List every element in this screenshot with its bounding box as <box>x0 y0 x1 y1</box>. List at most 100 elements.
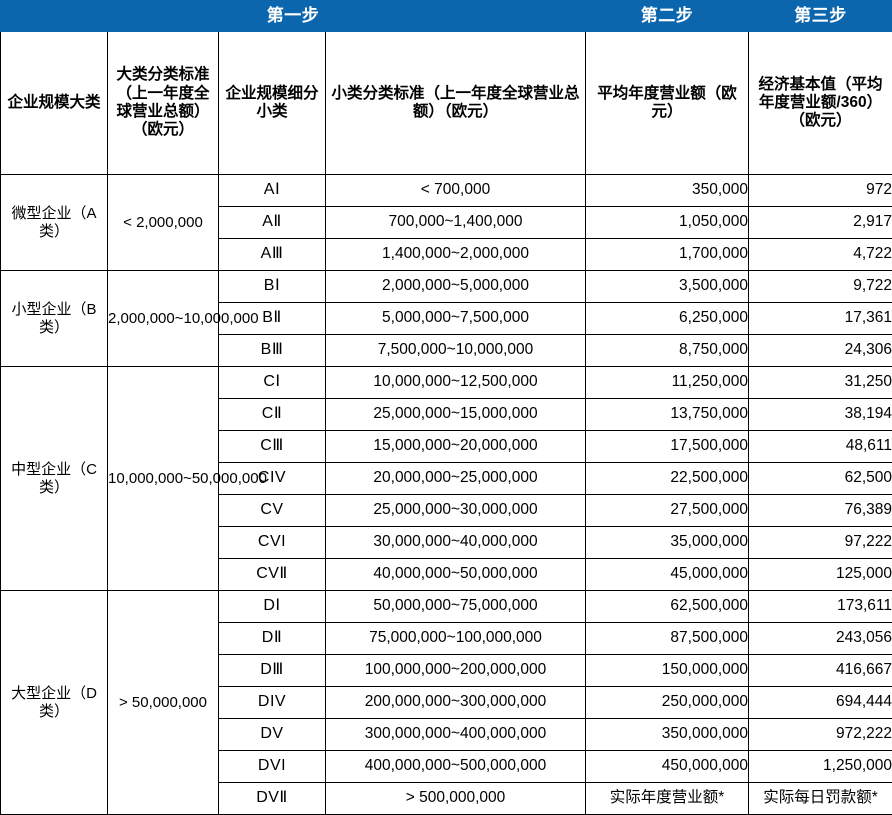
economic-base-value-cell: 972,222 <box>749 719 892 751</box>
column-header-group-range: 大类分类标准（上一年度全球营业总额）（欧元） <box>108 32 219 175</box>
step-label-one: 第一步 <box>1 1 586 32</box>
subcategory-code-cell: CⅢ <box>219 431 326 463</box>
subcategory-range-cell: 30,000,000~40,000,000 <box>326 527 586 559</box>
average-turnover-cell: 87,500,000 <box>586 623 749 655</box>
subcategory-code-cell: DVI <box>219 751 326 783</box>
economic-base-value-cell: 694,444 <box>749 687 892 719</box>
group-range-cell: > 50,000,000 <box>108 591 219 815</box>
economic-base-value-cell: 实际每日罚款额* <box>749 783 892 815</box>
subcategory-code-cell: DⅡ <box>219 623 326 655</box>
average-turnover-cell: 13,750,000 <box>586 399 749 431</box>
average-turnover-cell: 1,050,000 <box>586 207 749 239</box>
economic-base-value-cell: 416,667 <box>749 655 892 687</box>
subcategory-range-cell: 2,000,000~5,000,000 <box>326 271 586 303</box>
subcategory-range-cell: 700,000~1,400,000 <box>326 207 586 239</box>
average-turnover-cell: 17,500,000 <box>586 431 749 463</box>
average-turnover-cell: 62,500,000 <box>586 591 749 623</box>
column-header-sub-code: 企业规模细分小类 <box>219 32 326 175</box>
subcategory-code-cell: CVⅡ <box>219 559 326 591</box>
economic-base-value-cell: 31,250 <box>749 367 892 399</box>
subcategory-range-cell: < 700,000 <box>326 175 586 207</box>
step-band-row: 第一步 第二步 第三步 <box>1 1 892 32</box>
economic-base-value-cell: 173,611 <box>749 591 892 623</box>
economic-base-value-cell: 4,722 <box>749 239 892 271</box>
column-header-base-value: 经济基本值（平均年度营业额/360）（欧元） <box>749 32 892 175</box>
subcategory-code-cell: CV <box>219 495 326 527</box>
subcategory-code-cell: DV <box>219 719 326 751</box>
economic-base-value-cell: 2,917 <box>749 207 892 239</box>
average-turnover-cell: 3,500,000 <box>586 271 749 303</box>
subcategory-code-cell: AⅠ <box>219 175 326 207</box>
subcategory-code-cell: DIV <box>219 687 326 719</box>
subcategory-code-cell: CⅡ <box>219 399 326 431</box>
economic-base-value-cell: 97,222 <box>749 527 892 559</box>
average-turnover-cell: 250,000,000 <box>586 687 749 719</box>
column-header-avg-turnover: 平均年度营业额（欧元） <box>586 32 749 175</box>
average-turnover-cell: 45,000,000 <box>586 559 749 591</box>
subcategory-code-cell: BⅢ <box>219 335 326 367</box>
economic-base-value-cell: 62,500 <box>749 463 892 495</box>
column-header-group-name: 企业规模大类 <box>1 32 108 175</box>
economic-base-value-cell: 24,306 <box>749 335 892 367</box>
average-turnover-cell: 1,700,000 <box>586 239 749 271</box>
group-name-cell: 小型企业（B类） <box>1 271 108 367</box>
group-range-cell: < 2,000,000 <box>108 175 219 271</box>
economic-base-value-cell: 48,611 <box>749 431 892 463</box>
group-name-cell: 中型企业（C类） <box>1 367 108 591</box>
subcategory-range-cell: 25,000,000~15,000,000 <box>326 399 586 431</box>
average-turnover-cell: 350,000,000 <box>586 719 749 751</box>
group-range-cell: 2,000,000~10,000,000 <box>108 271 219 367</box>
economic-base-value-cell: 17,361 <box>749 303 892 335</box>
step-label-three: 第三步 <box>749 1 892 32</box>
subcategory-code-cell: AⅢ <box>219 239 326 271</box>
subcategory-code-cell: DⅠ <box>219 591 326 623</box>
average-turnover-cell: 27,500,000 <box>586 495 749 527</box>
subcategory-range-cell: 25,000,000~30,000,000 <box>326 495 586 527</box>
subcategory-range-cell: 400,000,000~500,000,000 <box>326 751 586 783</box>
table-header: 第一步 第二步 第三步 企业规模大类 大类分类标准（上一年度全球营业总额）（欧元… <box>1 1 892 175</box>
average-turnover-cell: 11,250,000 <box>586 367 749 399</box>
subcategory-range-cell: 40,000,000~50,000,000 <box>326 559 586 591</box>
average-turnover-cell: 350,000 <box>586 175 749 207</box>
subcategory-range-cell: 10,000,000~12,500,000 <box>326 367 586 399</box>
subcategory-range-cell: 100,000,000~200,000,000 <box>326 655 586 687</box>
subcategory-range-cell: 20,000,000~25,000,000 <box>326 463 586 495</box>
subcategory-code-cell: CVI <box>219 527 326 559</box>
average-turnover-cell: 150,000,000 <box>586 655 749 687</box>
average-turnover-cell: 35,000,000 <box>586 527 749 559</box>
column-header-row: 企业规模大类 大类分类标准（上一年度全球营业总额）（欧元） 企业规模细分小类 小… <box>1 32 892 175</box>
subcategory-range-cell: > 500,000,000 <box>326 783 586 815</box>
step-label-two: 第二步 <box>586 1 749 32</box>
economic-base-value-cell: 243,056 <box>749 623 892 655</box>
economic-base-value-cell: 9,722 <box>749 271 892 303</box>
economic-base-value-cell: 1,250,000 <box>749 751 892 783</box>
subcategory-code-cell: DVⅡ <box>219 783 326 815</box>
subcategory-range-cell: 75,000,000~100,000,000 <box>326 623 586 655</box>
subcategory-code-cell: AⅡ <box>219 207 326 239</box>
column-header-sub-range: 小类分类标准（上一年度全球营业总额）（欧元） <box>326 32 586 175</box>
economic-base-value-cell: 76,389 <box>749 495 892 527</box>
subcategory-range-cell: 5,000,000~7,500,000 <box>326 303 586 335</box>
subcategory-code-cell: DⅢ <box>219 655 326 687</box>
average-turnover-cell: 8,750,000 <box>586 335 749 367</box>
average-turnover-cell: 22,500,000 <box>586 463 749 495</box>
group-name-cell: 微型企业（A类） <box>1 175 108 271</box>
average-turnover-cell: 6,250,000 <box>586 303 749 335</box>
subcategory-range-cell: 300,000,000~400,000,000 <box>326 719 586 751</box>
economic-base-value-cell: 38,194 <box>749 399 892 431</box>
group-range-cell: 10,000,000~50,000,000 <box>108 367 219 591</box>
economic-base-value-cell: 125,000 <box>749 559 892 591</box>
subcategory-range-cell: 50,000,000~75,000,000 <box>326 591 586 623</box>
subcategory-code-cell: BⅠ <box>219 271 326 303</box>
average-turnover-cell: 450,000,000 <box>586 751 749 783</box>
group-name-cell: 大型企业（D类） <box>1 591 108 815</box>
economic-base-value-cell: 972 <box>749 175 892 207</box>
subcategory-range-cell: 1,400,000~2,000,000 <box>326 239 586 271</box>
average-turnover-cell: 实际年度营业额* <box>586 783 749 815</box>
